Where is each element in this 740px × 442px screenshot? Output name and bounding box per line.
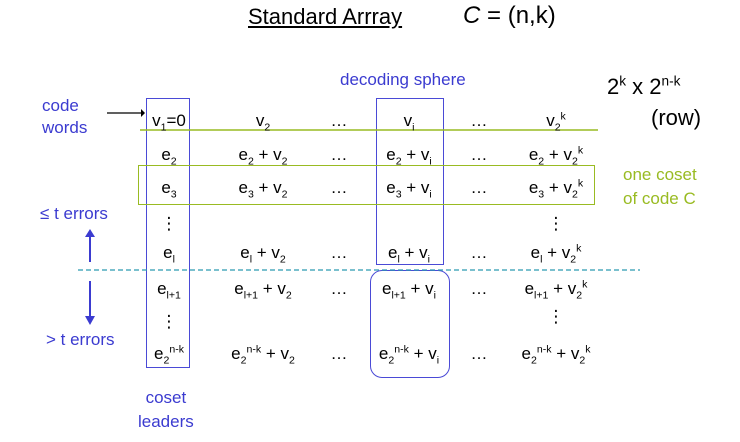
ellipsis: … <box>470 111 488 130</box>
array-entry: el + v2 <box>240 243 286 266</box>
ellipsis: … <box>470 178 488 197</box>
array-entry: e2n-k + vi <box>378 343 440 367</box>
error-threshold-line <box>78 269 640 271</box>
coset-leader: e2n-k <box>154 343 184 367</box>
array-entry: e2n-k + v2 <box>231 343 295 367</box>
ellipsis: … <box>470 344 488 363</box>
array-entry: e2 + v2k <box>528 144 584 168</box>
coset-leader: el <box>163 243 175 266</box>
vertical-ellipsis: ⋮ <box>160 214 178 233</box>
ellipsis: … <box>330 243 348 262</box>
vertical-ellipsis: ⋮ <box>160 312 178 331</box>
array-entry: e3 + v2 <box>238 178 288 201</box>
array-size-label: 2k x 2n-k <box>607 73 681 99</box>
page-title: Standard Arrray <box>248 4 403 29</box>
le-t-errors-label: ≤ t errors <box>40 204 108 223</box>
down-arrow <box>85 281 95 325</box>
array-entry: el + vi <box>387 243 431 266</box>
ellipsis: … <box>330 145 348 164</box>
cell-v2: v2 <box>255 111 271 134</box>
decoding-sphere-label: decoding sphere <box>340 70 466 89</box>
up-arrow <box>85 229 95 262</box>
array-entry: e2 + vi <box>386 145 432 168</box>
one-coset-label: one coset of code C <box>623 165 697 208</box>
coset-leader: el+1 <box>157 279 181 302</box>
coset-leader: e2 <box>161 145 177 168</box>
code-words-label: code words <box>42 96 88 137</box>
ellipsis: … <box>330 178 348 197</box>
coset-row-box <box>138 165 595 205</box>
code-words-arrow <box>107 109 145 117</box>
gt-t-errors-label: > t errors <box>46 330 115 349</box>
ellipsis: … <box>330 111 348 130</box>
coset-leader: e3 <box>161 178 177 201</box>
array-entry: el+1 + v2 <box>234 279 292 302</box>
coset-leaders-box <box>146 98 190 368</box>
code-row-underline <box>140 129 598 131</box>
vertical-ellipsis: ⋮ <box>547 214 565 233</box>
ellipsis: … <box>470 145 488 164</box>
ellipsis: … <box>330 344 348 363</box>
array-entry: e2 + v2 <box>238 145 288 168</box>
vertical-ellipsis: ⋮ <box>547 307 565 326</box>
cell-vi: vi <box>403 111 415 134</box>
array-entry: el+1 + vi <box>381 279 437 302</box>
array-entry: e3 + vi <box>386 178 432 201</box>
array-entry: e2n-k + v2k <box>521 343 591 367</box>
row-label: (row) <box>651 105 702 130</box>
decoding-sphere-box <box>376 98 444 265</box>
ellipsis: … <box>470 279 488 298</box>
coset-leaders-label: coset leaders <box>138 388 194 431</box>
cell-v1: v1=0 <box>152 111 186 134</box>
cell-v2k: v2k <box>546 110 566 134</box>
ellipsis: … <box>330 279 348 298</box>
array-entry: el+1 + v2k <box>524 278 588 302</box>
code-definition: C = (n,k) <box>463 2 556 29</box>
ellipsis: … <box>470 243 488 262</box>
array-entry: e3 + v2k <box>528 177 584 201</box>
array-entry: el + v2k <box>530 242 582 266</box>
